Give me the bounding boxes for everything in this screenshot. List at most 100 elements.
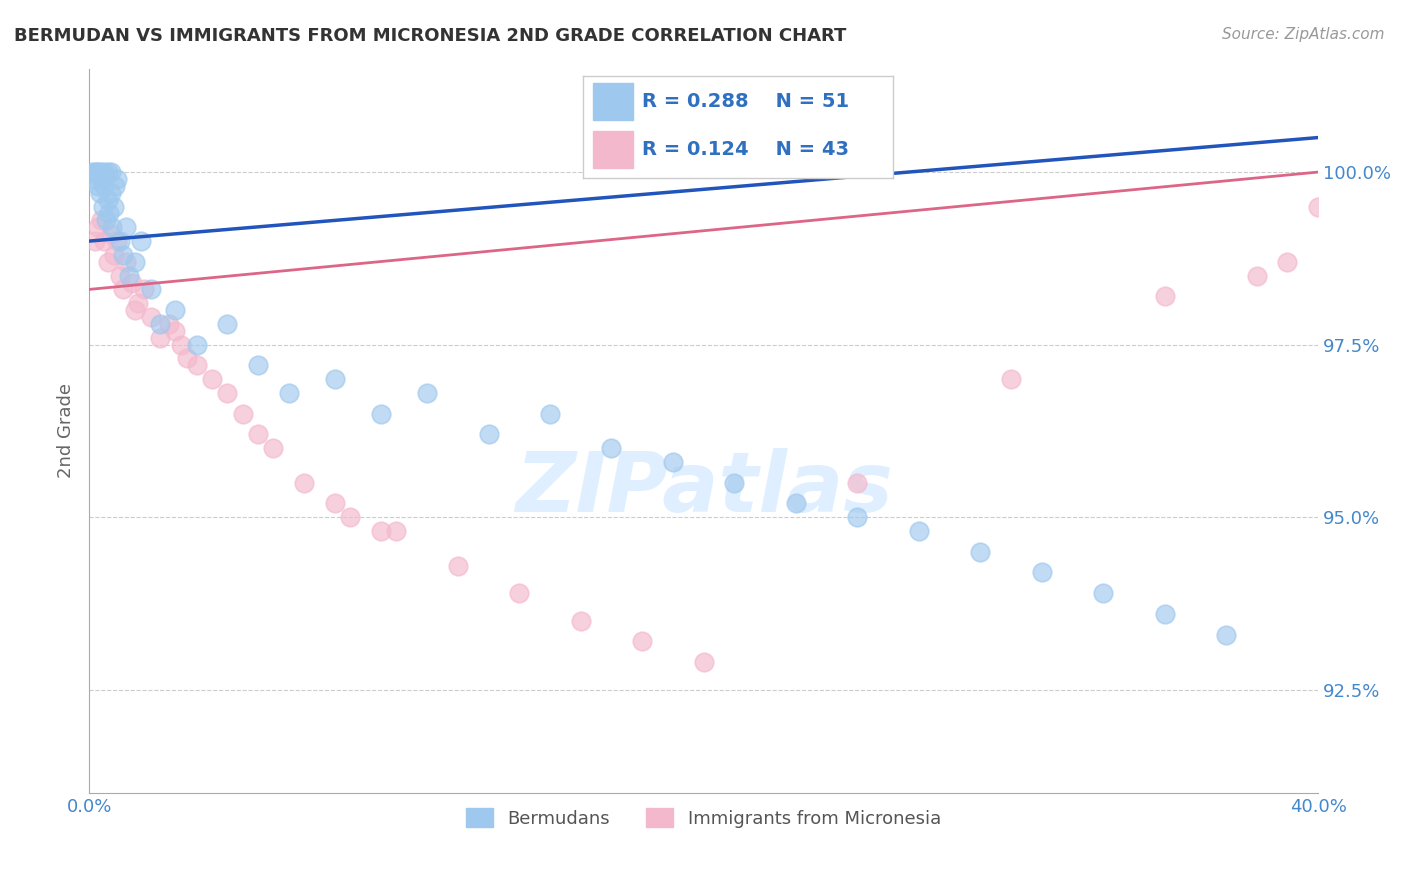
Point xyxy=(165,324,187,338)
Point xyxy=(385,524,408,538)
Point xyxy=(87,220,110,235)
Point xyxy=(105,234,128,248)
Point xyxy=(969,545,991,559)
Point xyxy=(131,234,153,248)
Text: BERMUDAN VS IMMIGRANTS FROM MICRONESIA 2ND GRADE CORRELATION CHART: BERMUDAN VS IMMIGRANTS FROM MICRONESIA 2… xyxy=(14,27,846,45)
Point xyxy=(170,337,193,351)
Point xyxy=(600,441,623,455)
Point xyxy=(723,475,745,490)
Point xyxy=(292,475,315,490)
Text: ZIPatlas: ZIPatlas xyxy=(515,449,893,530)
Point xyxy=(139,282,162,296)
Bar xyxy=(593,83,633,120)
Point xyxy=(115,220,138,235)
Point xyxy=(569,614,592,628)
Point xyxy=(90,213,112,227)
Point xyxy=(96,165,118,179)
Point xyxy=(124,255,146,269)
Point xyxy=(186,337,208,351)
Point xyxy=(217,317,239,331)
Bar xyxy=(593,131,633,168)
Point xyxy=(662,455,685,469)
Point xyxy=(115,255,138,269)
Point xyxy=(508,586,530,600)
Point xyxy=(149,317,172,331)
Point xyxy=(907,524,929,538)
Point xyxy=(96,255,118,269)
Text: R = 0.288    N = 51: R = 0.288 N = 51 xyxy=(643,92,849,111)
Point xyxy=(111,282,134,296)
Point xyxy=(101,220,124,235)
Text: R = 0.124    N = 43: R = 0.124 N = 43 xyxy=(643,140,849,159)
Point xyxy=(134,282,156,296)
Y-axis label: 2nd Grade: 2nd Grade xyxy=(58,384,75,478)
Point xyxy=(846,510,869,524)
Point xyxy=(121,276,143,290)
Point xyxy=(538,407,561,421)
Point xyxy=(96,193,118,207)
Point xyxy=(1215,627,1237,641)
Point xyxy=(201,372,224,386)
Point xyxy=(1153,289,1175,303)
Point xyxy=(108,268,131,283)
Point xyxy=(1277,255,1299,269)
Point xyxy=(232,407,254,421)
Point xyxy=(370,407,392,421)
Point xyxy=(477,427,499,442)
Point xyxy=(87,178,110,193)
Point xyxy=(176,351,198,366)
Point xyxy=(1246,268,1268,283)
Point xyxy=(104,178,127,193)
Point xyxy=(100,227,122,242)
Point xyxy=(84,165,107,179)
Point xyxy=(83,172,105,186)
Point xyxy=(84,234,107,248)
Point xyxy=(186,359,208,373)
Point xyxy=(447,558,470,573)
Point xyxy=(93,234,115,248)
Point xyxy=(165,303,187,318)
Point xyxy=(692,655,714,669)
Point xyxy=(262,441,284,455)
Point xyxy=(217,386,239,401)
Point xyxy=(1153,607,1175,621)
Point xyxy=(86,165,108,179)
Point xyxy=(846,475,869,490)
Point xyxy=(277,386,299,401)
Point xyxy=(89,186,111,200)
Point xyxy=(1092,586,1115,600)
Point xyxy=(91,200,114,214)
Point xyxy=(416,386,439,401)
Point xyxy=(93,165,115,179)
Point xyxy=(1000,372,1022,386)
Point xyxy=(108,234,131,248)
Point xyxy=(111,248,134,262)
Legend: Bermudans, Immigrants from Micronesia: Bermudans, Immigrants from Micronesia xyxy=(458,801,948,835)
Point xyxy=(247,427,270,442)
Point xyxy=(90,172,112,186)
Point xyxy=(631,634,654,648)
Point xyxy=(103,200,125,214)
Point xyxy=(157,317,180,331)
Point xyxy=(1031,566,1053,580)
Point xyxy=(1308,200,1330,214)
Point xyxy=(82,165,104,179)
Point xyxy=(94,213,117,227)
Point xyxy=(149,331,172,345)
Point xyxy=(100,165,122,179)
Point xyxy=(323,496,346,510)
Point xyxy=(139,310,162,324)
Point xyxy=(785,496,807,510)
Point xyxy=(105,172,128,186)
Point xyxy=(98,206,121,220)
Point xyxy=(103,248,125,262)
Point xyxy=(323,372,346,386)
Point xyxy=(124,303,146,318)
Text: Source: ZipAtlas.com: Source: ZipAtlas.com xyxy=(1222,27,1385,42)
Point xyxy=(127,296,149,310)
Point xyxy=(100,186,122,200)
Point xyxy=(339,510,361,524)
Point xyxy=(87,165,110,179)
Point xyxy=(90,165,112,179)
Point xyxy=(118,268,141,283)
